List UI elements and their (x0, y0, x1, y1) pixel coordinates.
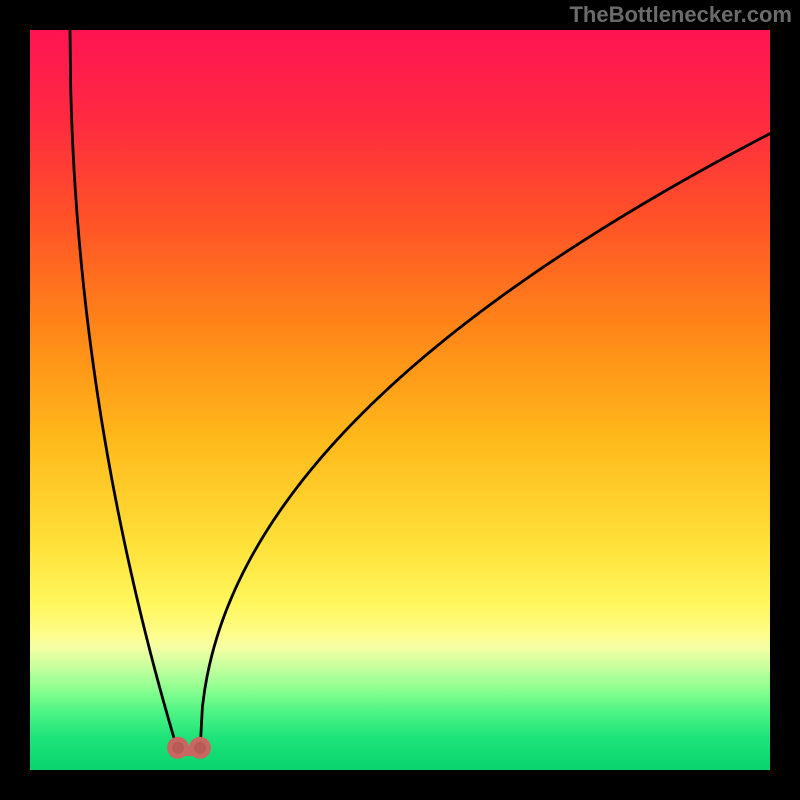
valley-marker-inner-1 (194, 742, 206, 754)
valley-marker-inner-0 (172, 742, 184, 754)
chart-root: TheBottlenecker.com (0, 0, 800, 800)
bottleneck-chart (0, 0, 800, 800)
watermark-label: TheBottlenecker.com (569, 2, 792, 28)
plot-area (30, 30, 770, 770)
